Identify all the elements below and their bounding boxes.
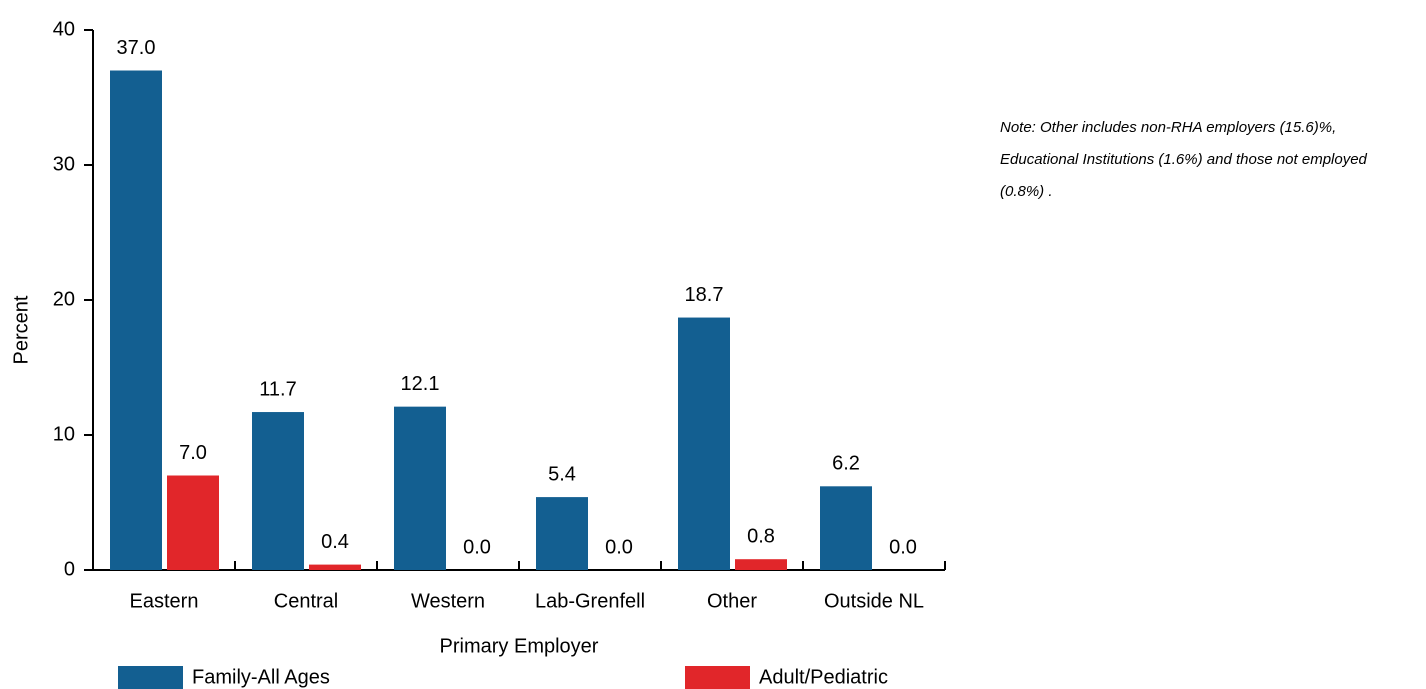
value-label: 0.0 <box>605 536 633 558</box>
bar <box>110 70 162 570</box>
bar <box>394 406 446 570</box>
note: Note: Other includes non-RHA employers (… <box>1000 119 1336 136</box>
x-tick-label: Other <box>707 590 757 612</box>
y-tick-label: 30 <box>53 153 75 175</box>
x-tick-label: Western <box>411 590 485 612</box>
note: Educational Institutions (1.6%) and thos… <box>1000 151 1368 168</box>
value-label: 5.4 <box>548 463 576 485</box>
value-label: 0.0 <box>889 536 917 558</box>
legend-swatch <box>685 666 750 689</box>
note: (0.8%) . <box>1000 183 1053 200</box>
value-label: 11.7 <box>259 378 296 400</box>
x-tick-label: Outside NL <box>824 590 924 612</box>
legend-label: Adult/Pediatric <box>759 666 888 688</box>
bar <box>167 475 219 570</box>
value-label: 18.7 <box>685 284 724 306</box>
value-label: 12.1 <box>401 373 440 395</box>
value-label: 7.0 <box>179 442 207 464</box>
x-tick-label: Central <box>274 590 338 612</box>
legend-swatch <box>118 666 183 689</box>
value-label: 0.4 <box>321 531 349 553</box>
y-tick-label: 20 <box>53 288 75 310</box>
y-tick-label: 10 <box>53 423 75 445</box>
bar <box>735 559 787 570</box>
bar <box>309 564 361 570</box>
legend-label: Family-All Ages <box>192 666 330 688</box>
bar <box>820 486 872 570</box>
x-tick-label: Lab-Grenfell <box>535 590 645 612</box>
bar <box>536 497 588 570</box>
y-tick-label: 40 <box>53 18 75 40</box>
y-tick-label: 0 <box>64 558 75 580</box>
value-label: 0.0 <box>463 536 491 558</box>
bar <box>678 317 730 570</box>
bar <box>252 412 304 570</box>
value-label: 0.8 <box>747 525 775 547</box>
x-axis-label: Primary Employer <box>440 635 599 657</box>
x-tick-label: Eastern <box>130 590 199 612</box>
y-axis-label: Percent <box>10 295 32 364</box>
value-label: 37.0 <box>117 37 156 59</box>
value-label: 6.2 <box>832 453 860 475</box>
